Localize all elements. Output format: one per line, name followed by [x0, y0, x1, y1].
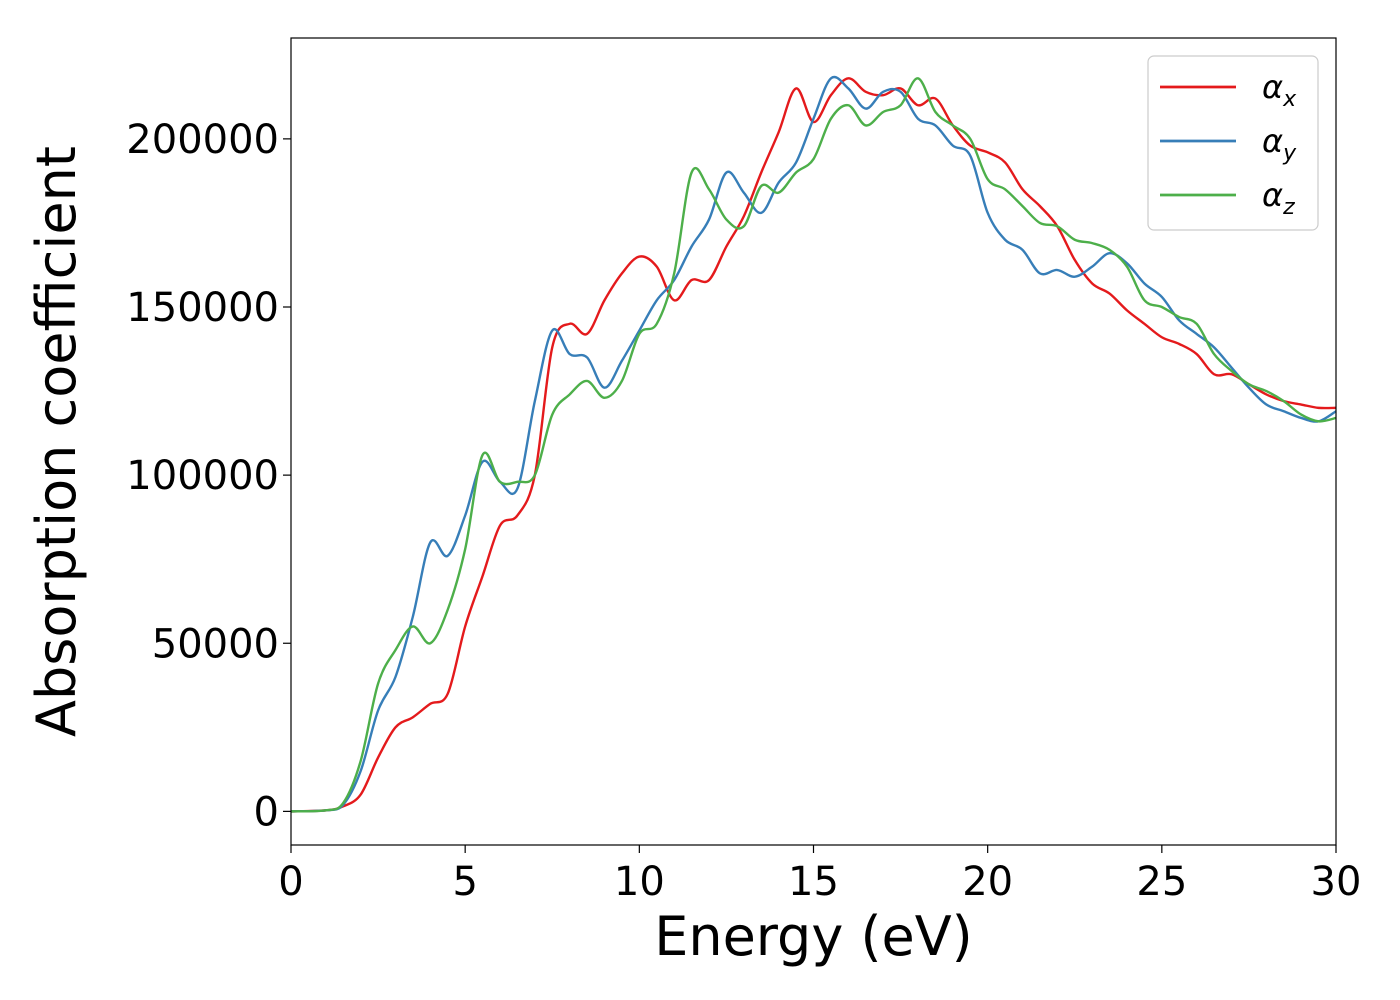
y-axis-ticks: 0 50000 100000 150000 200000 [126, 117, 291, 835]
legend-label-subscript: y [1282, 141, 1297, 166]
legend-label-z: αz [1262, 176, 1295, 220]
legend-label-base: α [1262, 68, 1283, 106]
legend-label-x: αx [1262, 68, 1297, 112]
legend-label-base: α [1262, 176, 1283, 214]
y-tick-label: 50000 [152, 621, 279, 667]
x-tick-label: 10 [614, 859, 665, 905]
y-tick-label: 150000 [126, 285, 279, 331]
series-line-x [291, 77, 1336, 813]
series-lines [291, 75, 1336, 813]
x-tick-label: 30 [1311, 859, 1362, 905]
x-tick-label: 5 [452, 859, 477, 905]
x-tick-label: 15 [788, 859, 839, 905]
x-tick-label: 25 [1136, 859, 1187, 905]
x-tick-label: 0 [278, 859, 303, 905]
x-axis-label: Energy (eV) [654, 905, 973, 968]
legend-label-base: α [1262, 122, 1283, 160]
y-tick-label: 0 [254, 789, 279, 835]
series-line-z [291, 77, 1336, 813]
y-axis-label: Absorption coefficient [25, 146, 88, 737]
legend-label-subscript: x [1282, 87, 1297, 112]
legend-label-subscript: z [1282, 195, 1295, 220]
y-tick-label: 200000 [126, 117, 279, 163]
x-tick-label: 20 [962, 859, 1013, 905]
legend-box [1147, 55, 1319, 231]
legend-label-y: αy [1262, 122, 1297, 166]
x-axis-ticks: 0 5 10 15 20 25 30 [278, 845, 1361, 905]
y-tick-label: 100000 [126, 453, 279, 499]
